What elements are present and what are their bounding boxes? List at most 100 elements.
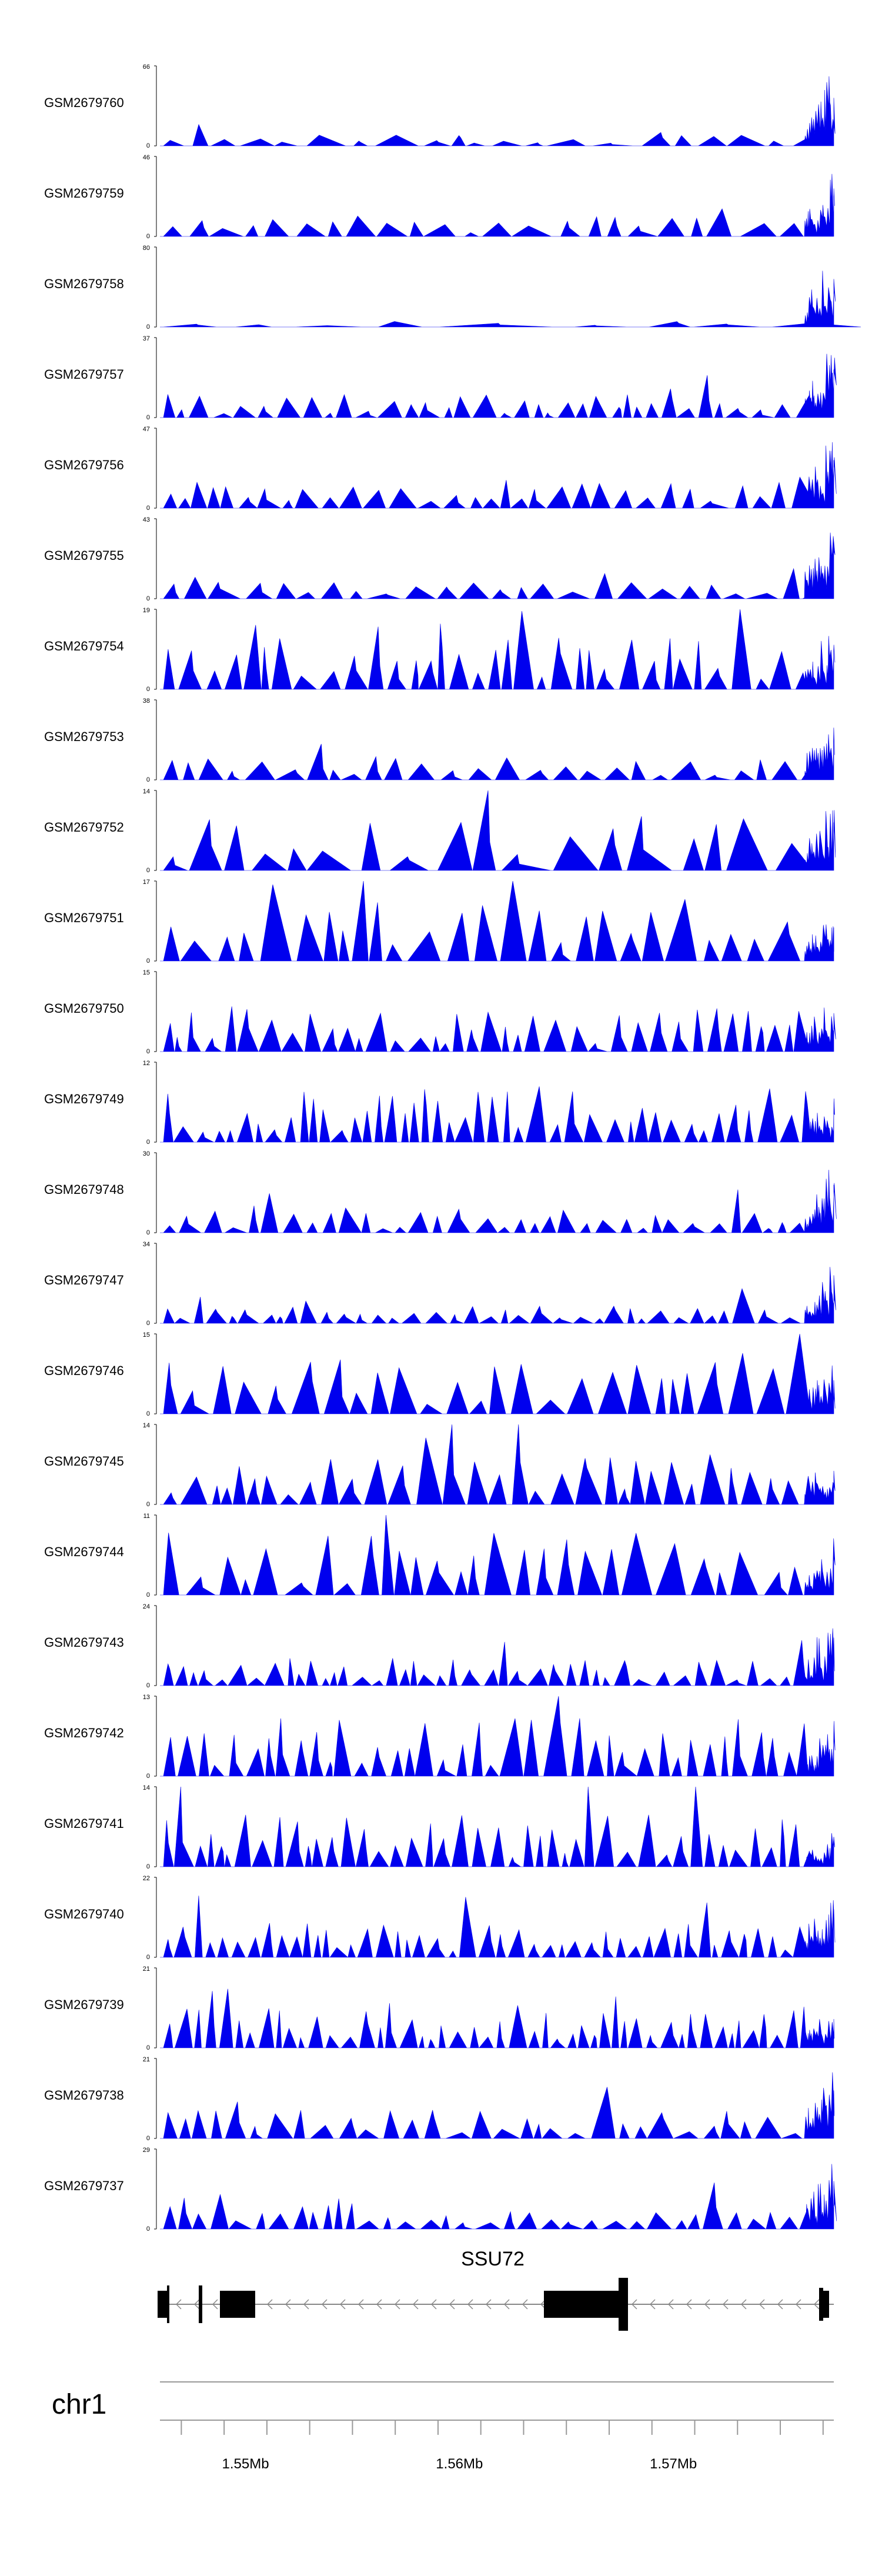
- track-label: GSM2679751: [44, 910, 124, 925]
- coverage-track: GSM2679740 22 0: [44, 1875, 836, 1961]
- coverage-track: GSM2679748 30 0: [44, 1150, 837, 1236]
- track-label: GSM2679738: [44, 2088, 124, 2103]
- track-ymax-label: 17: [143, 879, 150, 886]
- coverage-track: GSM2679752 14 0: [44, 788, 836, 874]
- track-ymax-label: 14: [143, 1422, 150, 1429]
- track-label: GSM2679748: [44, 1182, 124, 1197]
- coverage-area: [160, 1424, 836, 1505]
- coverage-area: [160, 1006, 836, 1052]
- track-ymin-label: 0: [146, 1320, 150, 1327]
- track-ymax-label: 34: [143, 1241, 150, 1248]
- coverage-track: GSM2679758 80 0: [44, 245, 861, 331]
- strand-arrow: [412, 2299, 419, 2310]
- exon-block: [199, 2285, 202, 2323]
- track-ymax-label: 38: [143, 698, 150, 705]
- exon-block: [167, 2285, 169, 2323]
- strand-arrow: [503, 2299, 510, 2310]
- track-label: GSM2679740: [44, 1907, 124, 1921]
- coverage-area: [160, 532, 836, 599]
- coverage-track: GSM2679746 15 0: [44, 1332, 836, 1417]
- track-ymin-label: 0: [146, 1139, 150, 1146]
- track-ymax-label: 47: [143, 426, 150, 433]
- coverage-track: GSM2679739 21 0: [44, 1966, 835, 2051]
- strand-arrow: [467, 2299, 473, 2310]
- strand-arrow: [394, 2299, 400, 2310]
- strand-arrow: [358, 2299, 364, 2310]
- axis-tick-label: 1.55Mb: [222, 2456, 269, 2472]
- track-ymin-label: 0: [146, 2135, 150, 2142]
- track-label: GSM2679749: [44, 1092, 124, 1106]
- track-label: GSM2679737: [44, 2178, 124, 2193]
- coverage-area: [160, 1628, 835, 1686]
- coverage-area: [160, 271, 861, 328]
- coverage-area: [160, 1267, 836, 1324]
- track-label: GSM2679758: [44, 276, 124, 291]
- coverage-track: GSM2679755 43 0: [44, 516, 836, 602]
- coverage-track: GSM2679742 13 0: [44, 1694, 836, 1780]
- track-label: GSM2679756: [44, 458, 124, 472]
- track-ymin-label: 0: [146, 505, 150, 512]
- strand-arrow: [376, 2299, 382, 2310]
- track-label: GSM2679745: [44, 1454, 124, 1469]
- strand-arrow: [722, 2299, 729, 2310]
- track-ymin-label: 0: [146, 323, 150, 331]
- track-ymax-label: 29: [143, 2147, 150, 2154]
- gene-model: SSU72: [158, 2248, 834, 2331]
- coverage-track: GSM2679759 46 0: [44, 154, 835, 240]
- strand-arrow: [285, 2299, 291, 2310]
- track-ymax-label: 46: [143, 154, 150, 161]
- track-label: GSM2679742: [44, 1726, 124, 1740]
- track-ymax-label: 21: [143, 1966, 150, 1973]
- coverage-area: [160, 1333, 836, 1414]
- track-ymax-label: 43: [143, 516, 150, 523]
- track-ymin-label: 0: [146, 686, 150, 693]
- track-ymin-label: 0: [146, 2044, 150, 2051]
- coverage-area: [160, 1696, 836, 1777]
- track-label: GSM2679757: [44, 367, 124, 382]
- coverage-area: [160, 1170, 837, 1233]
- strand-arrow: [266, 2299, 273, 2310]
- track-ymax-label: 14: [143, 1784, 150, 1791]
- track-ymin-label: 0: [146, 1591, 150, 1599]
- track-ymin-label: 0: [146, 2225, 150, 2233]
- coverage-area: [160, 728, 835, 780]
- strand-arrow: [193, 2299, 200, 2310]
- track-ymin-label: 0: [146, 414, 150, 421]
- track-label: GSM2679739: [44, 1997, 124, 2012]
- track-ymax-label: 21: [143, 2056, 150, 2063]
- track-ymax-label: 11: [143, 1513, 150, 1520]
- track-ymin-label: 0: [146, 957, 150, 965]
- strand-arrow: [795, 2299, 801, 2310]
- coverage-track: GSM2679757 37 0: [44, 335, 837, 421]
- track-ymin-label: 0: [146, 595, 150, 602]
- exon-block: [823, 2291, 829, 2318]
- coverage-area: [160, 790, 836, 871]
- track-label: GSM2679743: [44, 1635, 124, 1650]
- track-label: GSM2679752: [44, 820, 124, 835]
- exon-block: [819, 2288, 823, 2321]
- coverage-area: [160, 1896, 836, 1958]
- track-ymax-label: 30: [143, 1150, 150, 1157]
- coverage-track: GSM2679753 38 0: [44, 698, 835, 783]
- coverage-track: GSM2679741 14 0: [44, 1784, 835, 1870]
- chromosome-label: chr1: [52, 2389, 106, 2420]
- coverage-area: [160, 353, 837, 418]
- exon-block: [158, 2291, 168, 2318]
- track-ymin-label: 0: [146, 1773, 150, 1780]
- track-ymin-label: 0: [146, 1048, 150, 1055]
- strand-arrow: [175, 2299, 182, 2310]
- track-label: GSM2679747: [44, 1273, 124, 1287]
- strand-arrow: [631, 2299, 637, 2310]
- track-ymax-label: 13: [143, 1694, 150, 1701]
- coverage-area: [160, 2072, 835, 2139]
- strand-arrow: [321, 2299, 328, 2310]
- coverage-track: GSM2679738 21 0: [44, 2056, 835, 2142]
- strand-arrow: [339, 2299, 346, 2310]
- coverage-track: GSM2679745 14 0: [44, 1422, 836, 1508]
- coverage-track: GSM2679749 12 0: [44, 1060, 835, 1146]
- track-ymin-label: 0: [146, 1229, 150, 1236]
- track-label: GSM2679755: [44, 548, 124, 563]
- track-ymin-label: 0: [146, 1410, 150, 1417]
- strand-arrow: [212, 2299, 218, 2310]
